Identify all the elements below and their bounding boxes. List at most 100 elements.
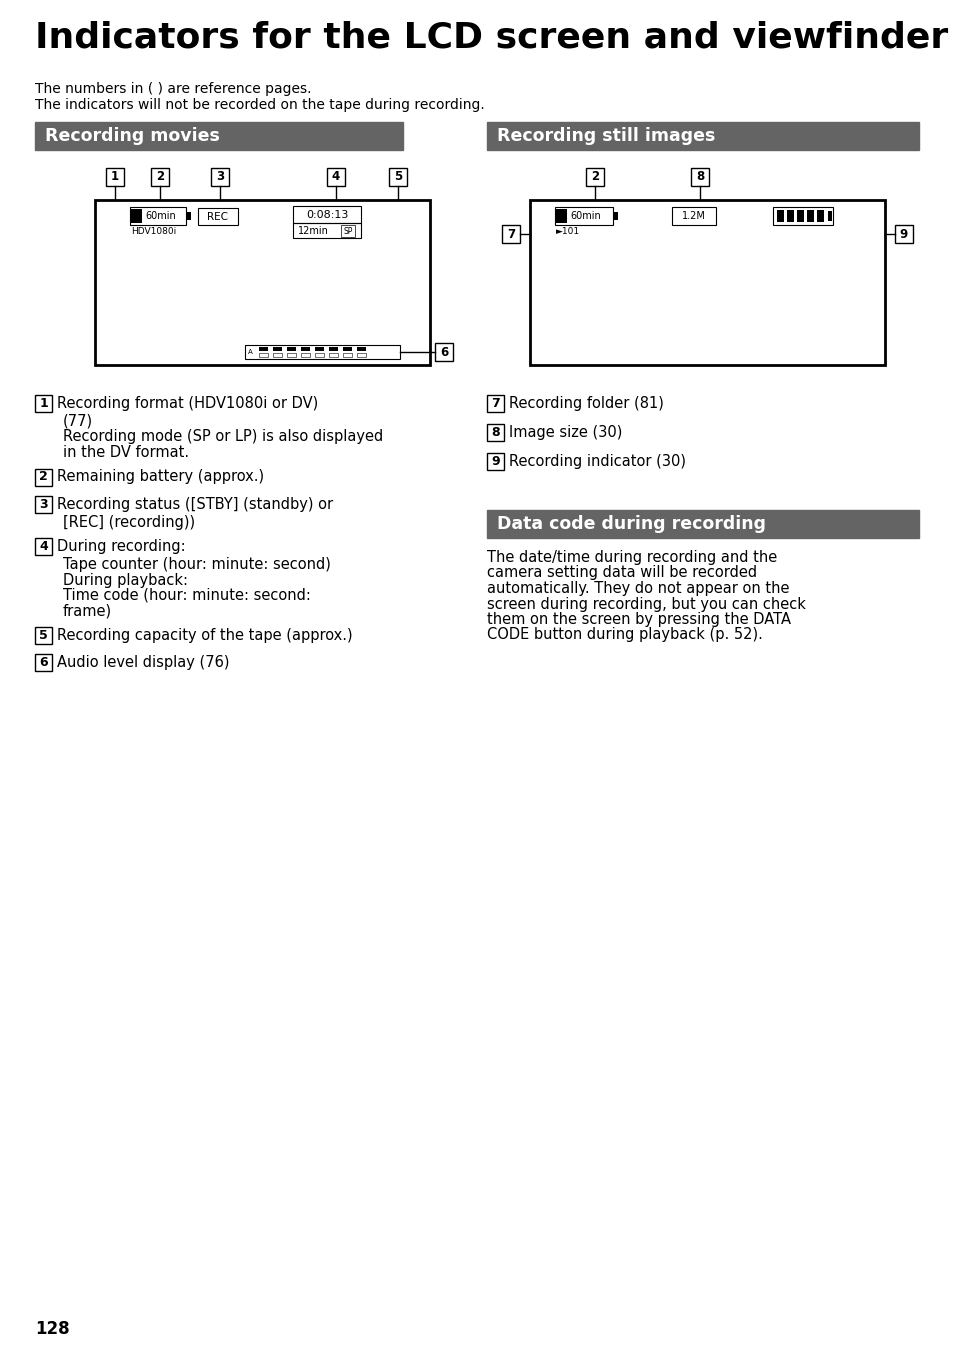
Text: The numbers in ( ) are reference pages.: The numbers in ( ) are reference pages. <box>35 81 312 96</box>
Bar <box>796 210 803 223</box>
Bar <box>130 208 186 225</box>
Bar <box>556 209 566 223</box>
Text: 6: 6 <box>39 655 48 669</box>
Bar <box>343 347 352 351</box>
Bar <box>486 423 503 441</box>
Bar <box>293 206 360 223</box>
Bar <box>287 353 295 357</box>
Bar <box>585 168 603 186</box>
Bar <box>340 225 355 237</box>
Bar <box>35 654 52 670</box>
Text: 1: 1 <box>39 398 48 410</box>
Bar <box>555 208 613 225</box>
Text: 6: 6 <box>439 346 448 358</box>
Bar <box>486 510 918 537</box>
Bar <box>35 468 52 486</box>
Text: Recording status ([STBY] (standby) or: Recording status ([STBY] (standby) or <box>57 497 333 512</box>
Text: A: A <box>248 349 253 356</box>
Bar <box>327 168 345 186</box>
Bar <box>35 495 52 513</box>
Text: 1.2M: 1.2M <box>681 210 705 221</box>
Bar <box>786 210 793 223</box>
Bar <box>816 210 823 223</box>
Text: Remaining battery (approx.): Remaining battery (approx.) <box>57 470 264 484</box>
Bar <box>614 212 618 220</box>
Text: REC: REC <box>208 212 229 223</box>
Bar <box>273 347 282 351</box>
Bar <box>356 347 366 351</box>
Text: The date/time during recording and the: The date/time during recording and the <box>486 550 777 565</box>
Bar <box>389 168 407 186</box>
Bar <box>106 168 124 186</box>
Bar <box>776 210 783 223</box>
Text: 5: 5 <box>394 171 402 183</box>
Bar <box>329 353 337 357</box>
Text: 7: 7 <box>491 398 499 410</box>
Text: Image size (30): Image size (30) <box>509 425 621 440</box>
Text: camera setting data will be recorded: camera setting data will be recorded <box>486 566 757 581</box>
Text: 3: 3 <box>39 498 48 510</box>
Bar <box>301 353 310 357</box>
Text: 7: 7 <box>506 228 515 240</box>
Text: During recording:: During recording: <box>57 539 186 554</box>
Text: Recording folder (81): Recording folder (81) <box>509 396 663 411</box>
Bar <box>35 122 402 151</box>
Text: Audio level display (76): Audio level display (76) <box>57 655 230 670</box>
Text: 12min: 12min <box>297 227 329 236</box>
Bar <box>343 353 352 357</box>
Text: 9: 9 <box>491 455 499 468</box>
Text: (77): (77) <box>63 414 93 429</box>
Text: During playback:: During playback: <box>63 573 188 588</box>
Bar <box>35 627 52 645</box>
Bar <box>301 347 310 351</box>
Text: 3: 3 <box>215 171 224 183</box>
Text: 60min: 60min <box>569 210 600 221</box>
Bar <box>258 353 268 357</box>
Text: Recording capacity of the tape (approx.): Recording capacity of the tape (approx.) <box>57 628 353 643</box>
Bar <box>35 395 52 413</box>
Bar <box>356 353 366 357</box>
Text: screen during recording, but you can check: screen during recording, but you can che… <box>486 597 805 612</box>
Bar <box>501 225 519 243</box>
Text: SP: SP <box>343 227 353 236</box>
Text: Recording movies: Recording movies <box>45 128 219 145</box>
Text: 9: 9 <box>899 228 907 240</box>
Bar <box>435 343 453 361</box>
Text: in the DV format.: in the DV format. <box>63 445 189 460</box>
Bar <box>894 225 912 243</box>
Text: 8: 8 <box>695 171 703 183</box>
Text: Recording still images: Recording still images <box>497 128 715 145</box>
Text: automatically. They do not appear on the: automatically. They do not appear on the <box>486 581 789 596</box>
Text: Indicators for the LCD screen and viewfinder: Indicators for the LCD screen and viewfi… <box>35 20 947 54</box>
Text: 2: 2 <box>39 471 48 483</box>
Text: Data code during recording: Data code during recording <box>497 516 765 533</box>
Text: 0:08:13: 0:08:13 <box>306 210 348 220</box>
Bar <box>95 199 430 365</box>
Bar <box>671 208 716 225</box>
Text: 128: 128 <box>35 1320 70 1338</box>
Bar <box>258 347 268 351</box>
Bar <box>198 208 237 225</box>
Text: 8: 8 <box>491 426 499 440</box>
Text: The indicators will not be recorded on the tape during recording.: The indicators will not be recorded on t… <box>35 98 484 113</box>
Text: CODE button during playback (p. 52).: CODE button during playback (p. 52). <box>486 627 762 642</box>
Bar <box>314 353 324 357</box>
Text: Recording mode (SP or LP) is also displayed: Recording mode (SP or LP) is also displa… <box>63 430 383 445</box>
Bar <box>273 353 282 357</box>
Bar <box>530 199 884 365</box>
Text: 60min: 60min <box>145 210 175 221</box>
Text: them on the screen by pressing the DATA: them on the screen by pressing the DATA <box>486 612 790 627</box>
Text: Recording format (HDV1080i or DV): Recording format (HDV1080i or DV) <box>57 396 318 411</box>
Text: Tape counter (hour: minute: second): Tape counter (hour: minute: second) <box>63 556 331 573</box>
Bar <box>486 395 503 413</box>
Text: 4: 4 <box>39 540 48 554</box>
Bar <box>131 209 142 223</box>
Bar <box>211 168 229 186</box>
Text: ►101: ►101 <box>556 227 579 236</box>
Bar <box>287 347 295 351</box>
Text: HDV1080i: HDV1080i <box>131 227 176 236</box>
Text: [REC] (recording)): [REC] (recording)) <box>63 514 195 529</box>
Text: 1: 1 <box>111 171 119 183</box>
Bar <box>187 212 191 220</box>
Bar <box>806 210 813 223</box>
